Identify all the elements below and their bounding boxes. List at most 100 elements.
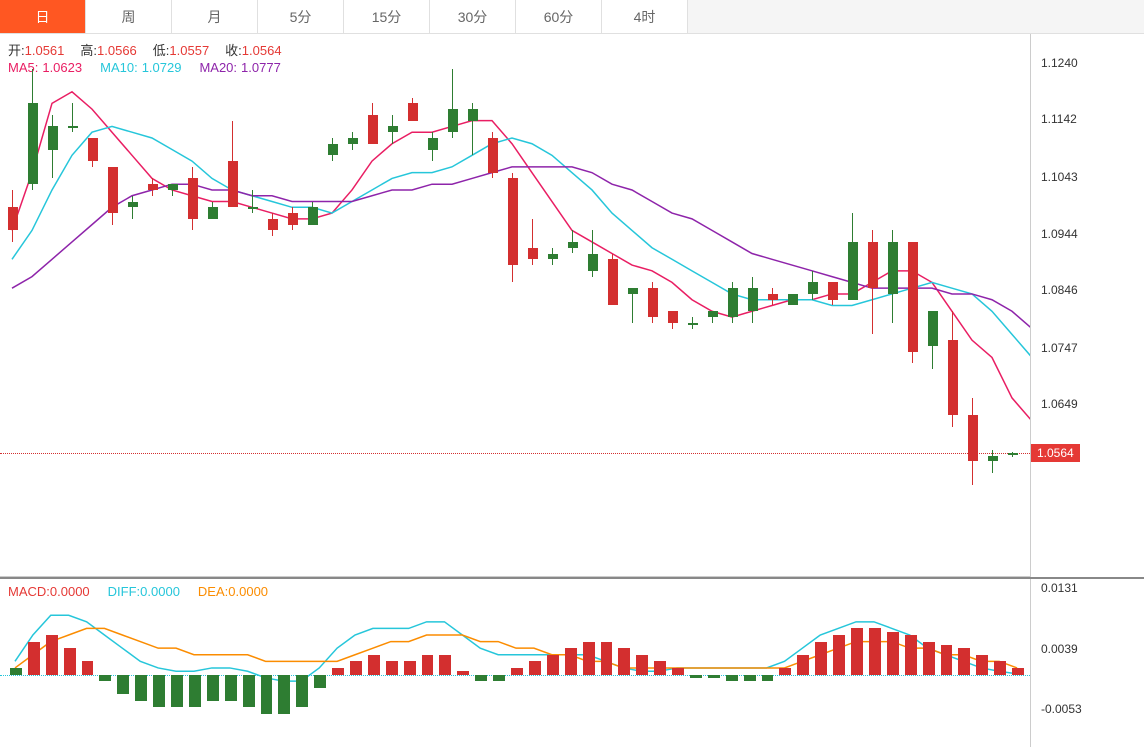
macd-bar xyxy=(905,635,917,675)
open-label: 开: xyxy=(8,43,25,58)
macd-line xyxy=(15,628,1017,668)
macd-axis: 0.01310.0039-0.0053 xyxy=(1030,579,1144,747)
open-value: 1.0561 xyxy=(25,43,65,58)
macd-bar xyxy=(708,675,720,678)
low-label: 低: xyxy=(153,43,170,58)
price-tick: 1.0944 xyxy=(1041,227,1078,241)
macd-bar xyxy=(404,661,416,674)
tab-15分[interactable]: 15分 xyxy=(344,0,430,33)
macd-bar xyxy=(28,642,40,675)
ma10-label: MA10: xyxy=(100,60,138,75)
tab-月[interactable]: 月 xyxy=(172,0,258,33)
high-label: 高: xyxy=(80,43,97,58)
ohlc-readout: 开:1.0561 高:1.0566 低:1.0557 收:1.0564 xyxy=(8,40,282,59)
macd-bar xyxy=(547,655,559,675)
macd-bar xyxy=(511,668,523,675)
price-tick: 1.0747 xyxy=(1041,341,1078,355)
macd-bar xyxy=(475,675,487,682)
macd-bar xyxy=(618,648,630,674)
macd-label: MACD: xyxy=(8,584,50,599)
macd-bar xyxy=(601,642,613,675)
tab-30分[interactable]: 30分 xyxy=(430,0,516,33)
ma-legend: MA5: 1.0623 MA10: 1.0729 MA20: 1.0777 xyxy=(8,60,281,75)
macd-bar xyxy=(243,675,255,708)
macd-bar xyxy=(529,661,541,674)
tab-日[interactable]: 日 xyxy=(0,0,86,33)
low-value: 1.0557 xyxy=(169,43,209,58)
dea-value: 0.0000 xyxy=(228,584,268,599)
macd-bar xyxy=(386,661,398,674)
price-tick: 1.1043 xyxy=(1041,170,1078,184)
tab-4时[interactable]: 4时 xyxy=(602,0,688,33)
price-tick: 1.0649 xyxy=(1041,397,1078,411)
close-value: 1.0564 xyxy=(242,43,282,58)
macd-bar xyxy=(958,648,970,674)
ma10-value: 1.0729 xyxy=(142,60,182,75)
macd-bar xyxy=(672,668,684,675)
macd-bar xyxy=(189,675,201,708)
macd-bar xyxy=(797,655,809,675)
current-price-line xyxy=(0,453,1030,454)
ma5-value: 1.0623 xyxy=(42,60,82,75)
macd-bar xyxy=(583,642,595,675)
macd-bar xyxy=(368,655,380,675)
macd-legend: MACD:0.0000 DIFF:0.0000 DEA:0.0000 xyxy=(8,584,268,599)
tab-周[interactable]: 周 xyxy=(86,0,172,33)
price-tick: 1.1142 xyxy=(1041,112,1077,126)
macd-bar xyxy=(976,655,988,675)
macd-bar xyxy=(64,648,76,674)
macd-bar xyxy=(225,675,237,701)
macd-bar xyxy=(690,675,702,678)
macd-tick: -0.0053 xyxy=(1041,702,1082,716)
macd-panel[interactable]: MACD:0.0000 DIFF:0.0000 DEA:0.0000 0.013… xyxy=(0,577,1144,745)
price-axis: 1.1240 1.1142 1.1043 1.0944 1.0846 1.0747 1.06… xyxy=(1030,34,1144,577)
current-price-tag: 1.0564 xyxy=(1031,444,1080,462)
high-value: 1.0566 xyxy=(97,43,137,58)
macd-bar xyxy=(171,675,183,708)
macd-tick: 0.0131 xyxy=(1041,581,1078,595)
ma20-value: 1.0777 xyxy=(241,60,281,75)
macd-bar xyxy=(1012,668,1024,675)
macd-bar xyxy=(887,632,899,675)
macd-bar xyxy=(941,645,953,675)
macd-bar xyxy=(135,675,147,701)
macd-bar xyxy=(744,675,756,682)
macd-bar xyxy=(833,635,845,675)
macd-bar xyxy=(278,675,290,715)
chart-container: 开:1.0561 高:1.0566 低:1.0557 收:1.0564 MA5:… xyxy=(0,34,1144,745)
macd-bar xyxy=(261,675,273,715)
macd-bar xyxy=(815,642,827,675)
tab-60分[interactable]: 60分 xyxy=(516,0,602,33)
ma5-label: MA5: xyxy=(8,60,38,75)
timeframe-tabs: 日周月5分15分30分60分4时 xyxy=(0,0,1144,34)
macd-bar xyxy=(493,675,505,682)
dea-label: DEA: xyxy=(198,584,228,599)
macd-bar xyxy=(726,675,738,682)
macd-bar xyxy=(439,655,451,675)
macd-bar xyxy=(153,675,165,708)
close-label: 收: xyxy=(225,43,242,58)
diff-label: DIFF: xyxy=(108,584,141,599)
macd-bar xyxy=(457,671,469,674)
macd-bar xyxy=(779,668,791,675)
macd-bar xyxy=(851,628,863,674)
macd-bar xyxy=(654,661,666,674)
macd-bar xyxy=(923,642,935,675)
macd-bar xyxy=(207,675,219,701)
macd-bar xyxy=(46,635,58,675)
macd-bar xyxy=(314,675,326,688)
ma20-label: MA20: xyxy=(199,60,237,75)
tab-5分[interactable]: 5分 xyxy=(258,0,344,33)
macd-bar xyxy=(332,668,344,675)
macd-bar xyxy=(762,675,774,682)
macd-bar xyxy=(296,675,308,708)
macd-bar xyxy=(869,628,881,674)
candlestick-chart[interactable]: 开:1.0561 高:1.0566 低:1.0557 收:1.0564 MA5:… xyxy=(0,34,1144,577)
price-tick: 1.1240 xyxy=(1041,56,1078,70)
price-tick: 1.0846 xyxy=(1041,283,1078,297)
macd-bar xyxy=(565,648,577,674)
macd-bar xyxy=(117,675,129,695)
macd-bar xyxy=(350,661,362,674)
macd-value: 0.0000 xyxy=(50,584,90,599)
macd-bar xyxy=(10,668,22,675)
